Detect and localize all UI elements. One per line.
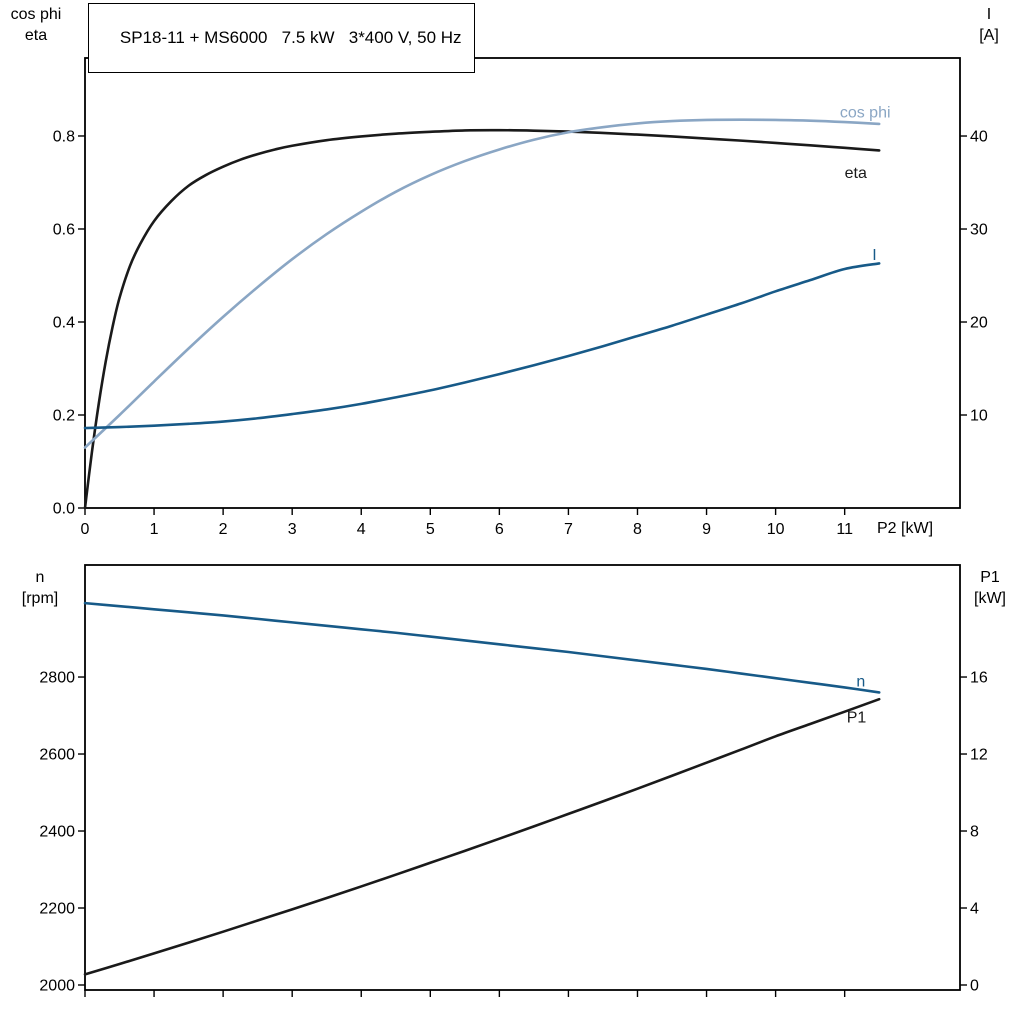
series-label-p1: P1 (847, 709, 867, 726)
right-tick-label: 12 (970, 747, 988, 764)
curve-p1 (83, 697, 881, 976)
axis-title-cos-phi: cos phi (10, 6, 62, 23)
axis-title-current-unit: [A] (979, 27, 999, 44)
curve-i (83, 262, 881, 430)
axis-title-speed-unit: [rpm] (21, 590, 59, 607)
x-tick-label: 0 (81, 521, 90, 538)
series-label-eta: eta (845, 165, 867, 182)
x-axis-label: P2 [kW] (877, 520, 934, 537)
left-tick-label: 2800 (39, 670, 75, 687)
right-tick-label: 10 (970, 408, 988, 425)
x-tick-label: 11 (836, 521, 853, 538)
bottom-left-axis-title: n [rpm] (0, 567, 80, 609)
x-tick-label: 5 (426, 521, 435, 538)
left-tick-label: 0.4 (53, 314, 75, 331)
x-tick-label: 1 (150, 521, 159, 538)
left-tick-label: 0.6 (53, 221, 75, 238)
left-tick-label: 2200 (39, 901, 75, 918)
right-tick-label: 20 (970, 315, 988, 332)
x-tick-label: 7 (564, 521, 573, 538)
left-tick-label: 2000 (39, 977, 75, 994)
left-tick-label: 2400 (39, 824, 75, 841)
x-tick-label: 6 (495, 521, 504, 538)
axis-title-speed: n (35, 569, 45, 586)
plot-frame-bottom (84, 564, 961, 991)
axis-title-p1-unit: [kW] (974, 590, 1006, 607)
chart-title-box: SP18-11 + MS6000 7.5 kW 3*400 V, 50 Hz (88, 3, 475, 73)
x-tick-label: 10 (767, 521, 785, 538)
plot-frame-top (84, 57, 961, 509)
top-right-axis-title: I [A] (960, 4, 1018, 46)
axis-title-current: I (986, 6, 992, 23)
series-label-i: I (872, 247, 876, 264)
curve-n (83, 601, 881, 694)
x-tick-label: 2 (219, 521, 228, 538)
series-label-n: n (856, 674, 865, 691)
x-tick-label: 4 (357, 521, 366, 538)
x-tick-label: 9 (702, 521, 711, 538)
chart-title: SP18-11 + MS6000 7.5 kW 3*400 V, 50 Hz (119, 28, 462, 47)
left-tick-label: 0.2 (53, 407, 75, 424)
x-tick-label: 3 (288, 521, 297, 538)
curve-cos-phi (83, 118, 881, 449)
series-label-cos-phi: cos phi (840, 105, 891, 122)
top-left-axis-title: cos phi eta (0, 4, 72, 46)
bottom-right-axis-title: P1 [kW] (960, 567, 1020, 609)
left-tick-label: 0.0 (53, 501, 75, 518)
x-tick-label: 8 (633, 521, 642, 538)
right-tick-label: 30 (970, 222, 988, 239)
right-tick-label: 8 (970, 824, 979, 841)
curve-eta (83, 128, 881, 510)
left-tick-label: 0.8 (53, 128, 75, 145)
axis-title-eta: eta (24, 27, 48, 44)
right-tick-label: 0 (970, 977, 979, 994)
right-tick-label: 16 (970, 670, 988, 687)
left-tick-label: 2600 (39, 747, 75, 764)
axis-title-p1: P1 (980, 569, 1000, 586)
right-tick-label: 4 (970, 901, 979, 918)
right-tick-label: 40 (970, 129, 988, 146)
